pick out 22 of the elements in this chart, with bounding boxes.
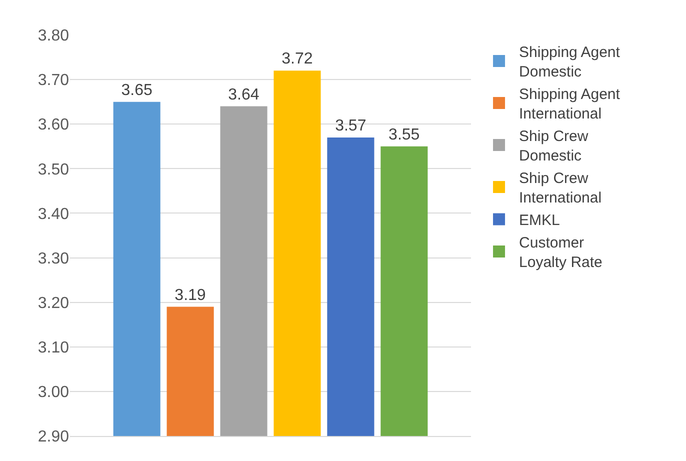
data-label: 3.57 <box>335 117 366 134</box>
data-label: 3.64 <box>228 86 260 104</box>
data-label: 3.19 <box>174 286 206 304</box>
legend-label: Customer Loyalty Rate <box>519 234 602 272</box>
y-tick-label: 3.40 <box>38 206 70 223</box>
legend-label: Ship Crew Domestic <box>519 128 588 165</box>
y-tick-label: 3.00 <box>38 384 70 402</box>
legend-label: Ship Crew International <box>519 170 602 207</box>
y-tick-label: 3.60 <box>38 116 70 134</box>
data-label: 3.65 <box>121 82 152 99</box>
legend-label: Shipping Agent International <box>519 86 621 123</box>
legend-label: Shipping Agent Domestic <box>519 44 621 81</box>
y-tick-label: 3.20 <box>38 294 70 312</box>
y-tick-label: 3.30 <box>38 250 70 268</box>
y-tick-label: 2.90 <box>38 428 70 446</box>
y-tick-label: 3.10 <box>38 339 70 356</box>
legend-label: EMKL <box>519 212 560 230</box>
data-label: 3.55 <box>388 126 420 144</box>
data-label: 3.72 <box>282 50 313 68</box>
y-tick-label: 3.70 <box>38 72 70 90</box>
y-tick-label: 3.50 <box>38 161 70 178</box>
y-tick-label: 3.80 <box>38 28 70 45</box>
